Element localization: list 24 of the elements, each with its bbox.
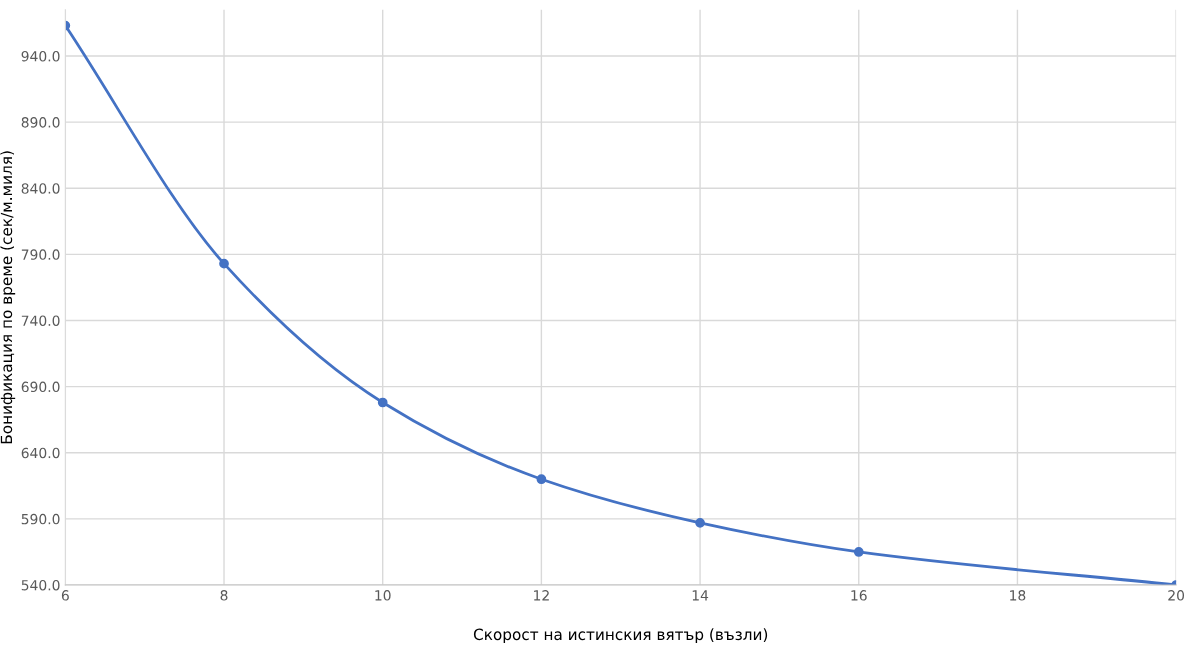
x-tick-label: 10 <box>375 590 391 601</box>
x-tick-label: 8 <box>220 590 228 601</box>
x-tick-label: 14 <box>692 590 709 601</box>
y-tick-label: 890.0 <box>21 117 60 128</box>
x-tick-label: 6 <box>61 590 69 601</box>
y-tick-label: 790.0 <box>21 249 60 260</box>
x-tick-label: 12 <box>534 590 549 601</box>
y-tick-label: 640.0 <box>21 447 60 459</box>
x-tick-label: 16 <box>851 590 867 601</box>
point <box>536 474 547 485</box>
y-tick-label: 590.0 <box>21 513 60 525</box>
x-tick-label: 18 <box>1010 590 1026 601</box>
x-axis-title: Скорост на истинския вятър (възли) <box>473 628 768 644</box>
point <box>219 258 229 269</box>
y-tick-label: 740.0 <box>21 315 60 326</box>
y-tick-label: 940.0 <box>21 51 60 62</box>
y-tick-label: 690.0 <box>21 381 60 393</box>
y-tick-label: 840.0 <box>21 183 60 194</box>
y-axis-title: Бонификация по време (сек/м.миля) <box>0 151 16 444</box>
point <box>377 397 388 408</box>
point <box>853 547 864 557</box>
x-tick-label: 20 <box>1168 590 1185 601</box>
point <box>695 517 705 528</box>
y-tick-label: 540.0 <box>21 579 60 591</box>
